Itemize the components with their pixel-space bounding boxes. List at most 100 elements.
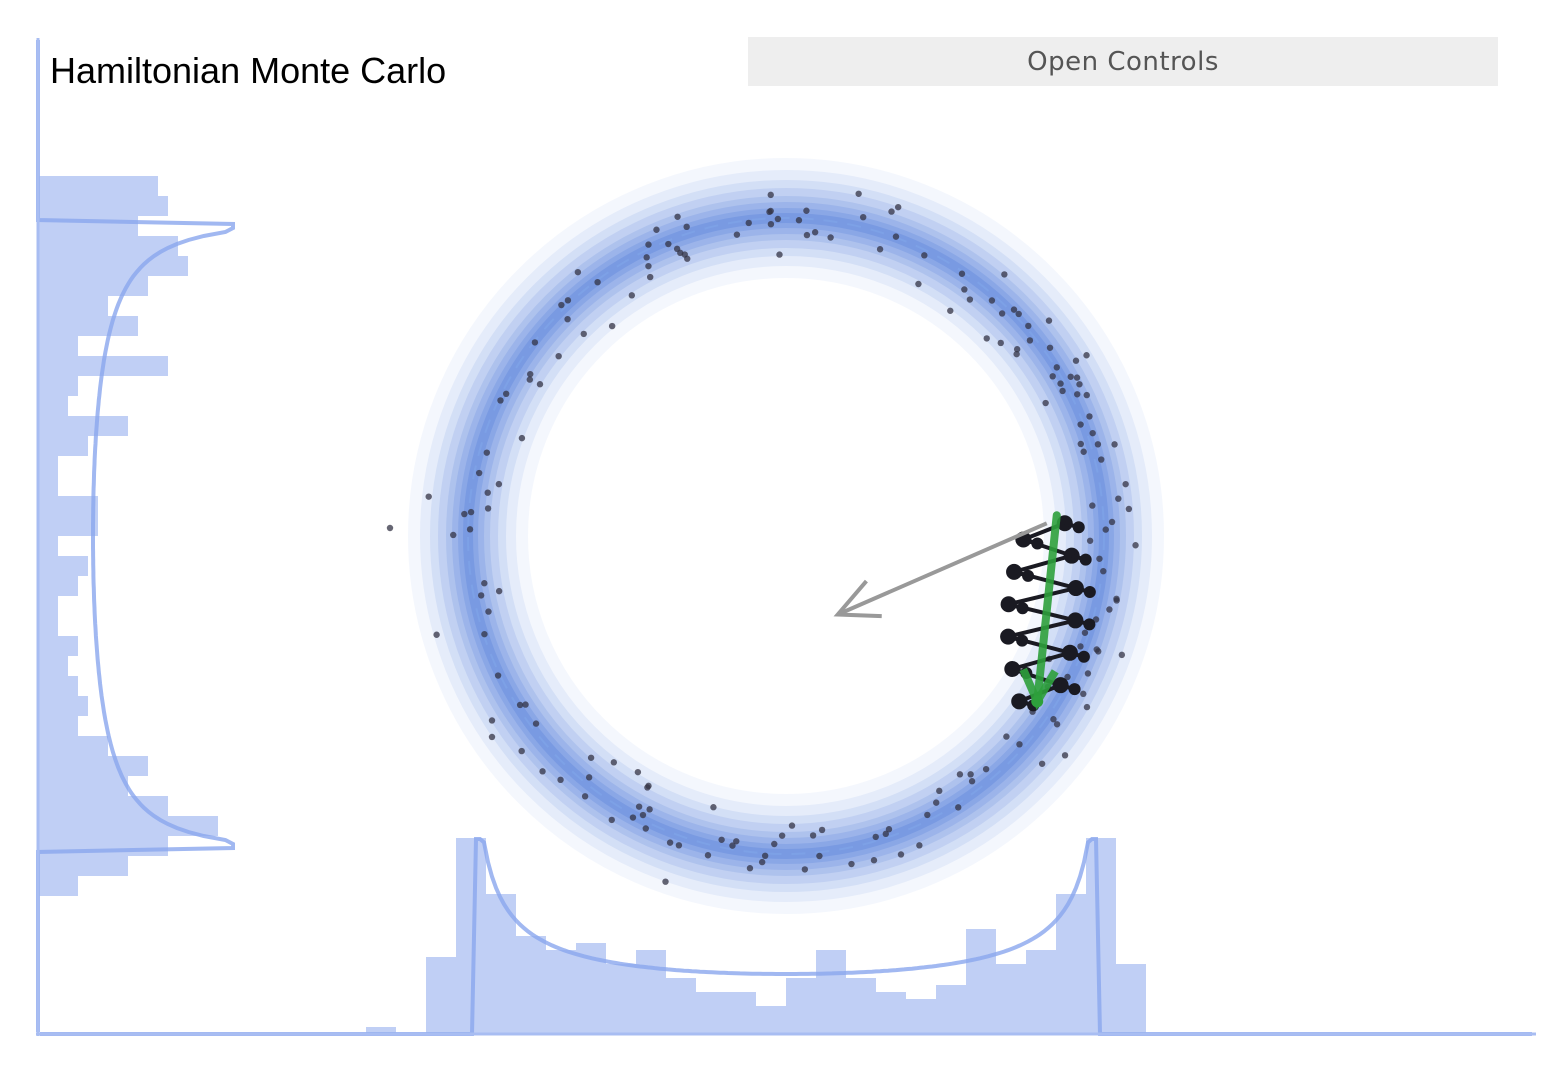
sample-point xyxy=(580,330,587,338)
sample-point xyxy=(1094,441,1102,448)
x-histogram-bar xyxy=(846,978,876,1034)
y-histogram-bar xyxy=(38,456,58,476)
sample-point xyxy=(956,771,964,778)
sample-point xyxy=(610,759,618,766)
sample-point xyxy=(1089,502,1096,509)
sample-point xyxy=(1016,741,1023,748)
sample-point xyxy=(1050,716,1057,723)
sample-point xyxy=(1061,752,1069,759)
sample-point xyxy=(645,241,652,248)
sample-point xyxy=(1072,357,1080,364)
x-histogram-bar xyxy=(966,929,996,1034)
y-histogram-bar xyxy=(38,776,128,796)
sample-point xyxy=(961,286,968,293)
sample-point xyxy=(1003,733,1010,740)
sample-point xyxy=(1049,373,1056,380)
y-histogram-bar xyxy=(38,596,58,616)
sample-point xyxy=(488,733,496,741)
y-histogram-bar xyxy=(38,396,68,416)
sample-point xyxy=(684,255,691,262)
x-histogram-bar xyxy=(516,936,546,1034)
sample-point xyxy=(966,296,974,303)
trajectory-link xyxy=(1074,618,1090,627)
sample-point xyxy=(1132,542,1139,549)
sample-point xyxy=(811,229,819,236)
sample-point xyxy=(425,493,432,500)
page-title: Hamiltonian Monte Carlo xyxy=(50,50,447,91)
sample-point xyxy=(484,505,492,512)
trajectory-link xyxy=(1060,683,1076,692)
y-histogram-bar xyxy=(38,876,78,896)
sample-point xyxy=(494,672,502,679)
sample-point xyxy=(646,273,654,281)
sample-point xyxy=(587,754,595,761)
sample-point xyxy=(983,335,990,342)
sample-point xyxy=(1080,448,1087,455)
sample-point xyxy=(1038,760,1046,767)
sample-point xyxy=(1096,555,1103,562)
sample-point xyxy=(608,322,616,330)
sample-point xyxy=(495,480,503,488)
sample-point xyxy=(608,816,615,824)
sample-point xyxy=(733,231,741,238)
sample-point xyxy=(1081,629,1089,636)
open-controls-button[interactable]: Open Controls xyxy=(748,37,1498,86)
sample-point xyxy=(1115,495,1122,502)
y-marginal-histogram xyxy=(36,40,235,1032)
x-histogram-bar xyxy=(786,978,816,1034)
trajectory-link xyxy=(1018,699,1034,708)
sample-point xyxy=(683,223,690,231)
x-histogram-bar xyxy=(636,950,666,1034)
sample-point xyxy=(936,787,943,795)
y-histogram-bar xyxy=(38,716,78,736)
sample-point xyxy=(639,811,647,819)
sample-point xyxy=(581,793,589,800)
sample-point xyxy=(488,717,496,724)
trajectory-link xyxy=(1064,521,1080,530)
sample-point xyxy=(531,339,539,346)
sample-point xyxy=(882,830,889,838)
sample-point xyxy=(761,852,769,860)
trajectory-link xyxy=(1013,569,1029,578)
sample-point xyxy=(642,825,649,832)
y-histogram-bar xyxy=(38,856,128,876)
sample-point xyxy=(710,804,717,811)
y-histogram-bar xyxy=(38,256,188,276)
sample-point xyxy=(674,213,681,220)
sample-point xyxy=(1010,306,1018,313)
sample-point xyxy=(933,799,940,806)
x-histogram-bar xyxy=(606,964,636,1034)
sample-point xyxy=(774,215,782,223)
sample-point xyxy=(673,245,681,253)
sample-point xyxy=(495,587,503,595)
sample-point xyxy=(988,297,996,304)
sample-point xyxy=(1092,616,1100,623)
sample-point xyxy=(1084,670,1092,677)
sample-point xyxy=(967,771,974,778)
trajectory-link xyxy=(1007,634,1023,643)
x-histogram-bar xyxy=(666,978,696,1034)
sample-point xyxy=(516,701,524,709)
sample-point xyxy=(1125,505,1133,513)
sample-point xyxy=(894,203,902,211)
trajectory-segment xyxy=(1013,553,1073,574)
sample-point xyxy=(1045,317,1053,324)
y-histogram-bar xyxy=(38,616,58,636)
x-histogram-bar xyxy=(876,992,906,1034)
sample-point xyxy=(704,852,712,859)
y-histogram-bar xyxy=(38,236,178,256)
sample-point xyxy=(485,608,492,615)
sample-point xyxy=(1118,651,1126,659)
sample-point xyxy=(665,240,672,248)
x-marginal-histogram xyxy=(40,837,1532,1036)
sample-point xyxy=(729,842,736,849)
y-histogram-bar xyxy=(38,816,218,836)
trajectory-link xyxy=(1069,650,1085,659)
trajectory-link xyxy=(1075,586,1091,594)
x-histogram-bar xyxy=(366,1027,396,1034)
sample-point xyxy=(574,268,582,276)
sample-point xyxy=(1077,421,1084,428)
x-histogram-bar xyxy=(816,950,846,1034)
sample-point xyxy=(557,776,564,784)
